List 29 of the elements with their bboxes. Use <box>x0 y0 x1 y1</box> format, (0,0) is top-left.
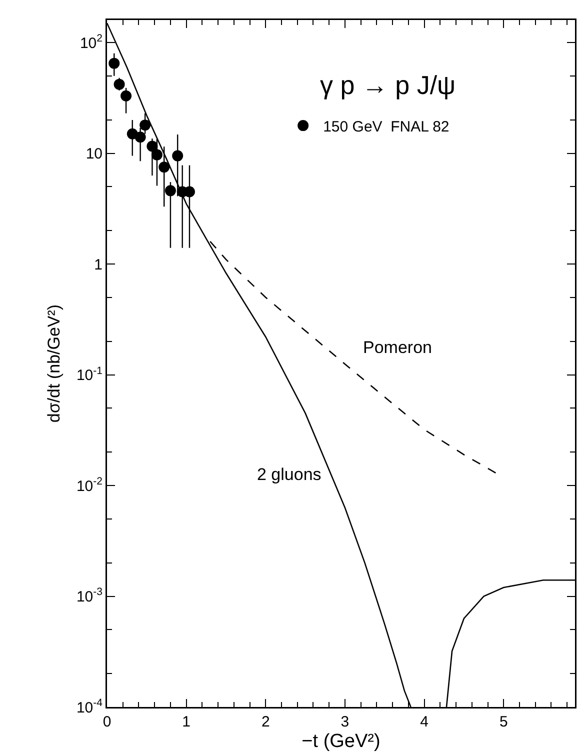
point <box>164 185 176 196</box>
point <box>120 90 132 102</box>
annotation: γ p → p J/ψ <box>320 70 456 100</box>
x-tick-label: 0 <box>102 714 112 730</box>
point <box>151 149 162 160</box>
legend-label: 150 GeV FNAL 82 <box>323 118 450 136</box>
point <box>172 150 184 162</box>
x-tick-label: 4 <box>420 714 428 730</box>
y-tick-label: 10$^{-4}$ <box>76 696 103 716</box>
point <box>134 132 146 143</box>
point <box>146 140 158 152</box>
y-tick-label: 10$^{2}$ <box>80 32 103 52</box>
x-tick-label: 3 <box>340 714 350 730</box>
y-axis-title: dσ/dt (nb/GeV²) <box>44 304 64 423</box>
y-tick-label: 10$^{-2}$ <box>76 475 103 495</box>
y-tick-label: 10$^{-3}$ <box>76 586 103 606</box>
point <box>140 120 151 131</box>
x-tick-label: 1 <box>182 714 190 730</box>
y-tick-label: 10$^{-1}$ <box>76 364 103 384</box>
point <box>108 58 120 69</box>
series-label: Pomeron <box>363 338 432 357</box>
x-tick-label: 5 <box>499 714 508 730</box>
x-axis-title: −t (GeV²) <box>302 731 380 752</box>
x-tick-label: 2 <box>261 714 270 730</box>
series-label: 2 gluons <box>257 465 322 484</box>
point <box>158 162 170 173</box>
y-tick-label: 10 <box>86 146 102 163</box>
point <box>114 78 125 90</box>
y-tick-label: 1 <box>94 256 102 274</box>
